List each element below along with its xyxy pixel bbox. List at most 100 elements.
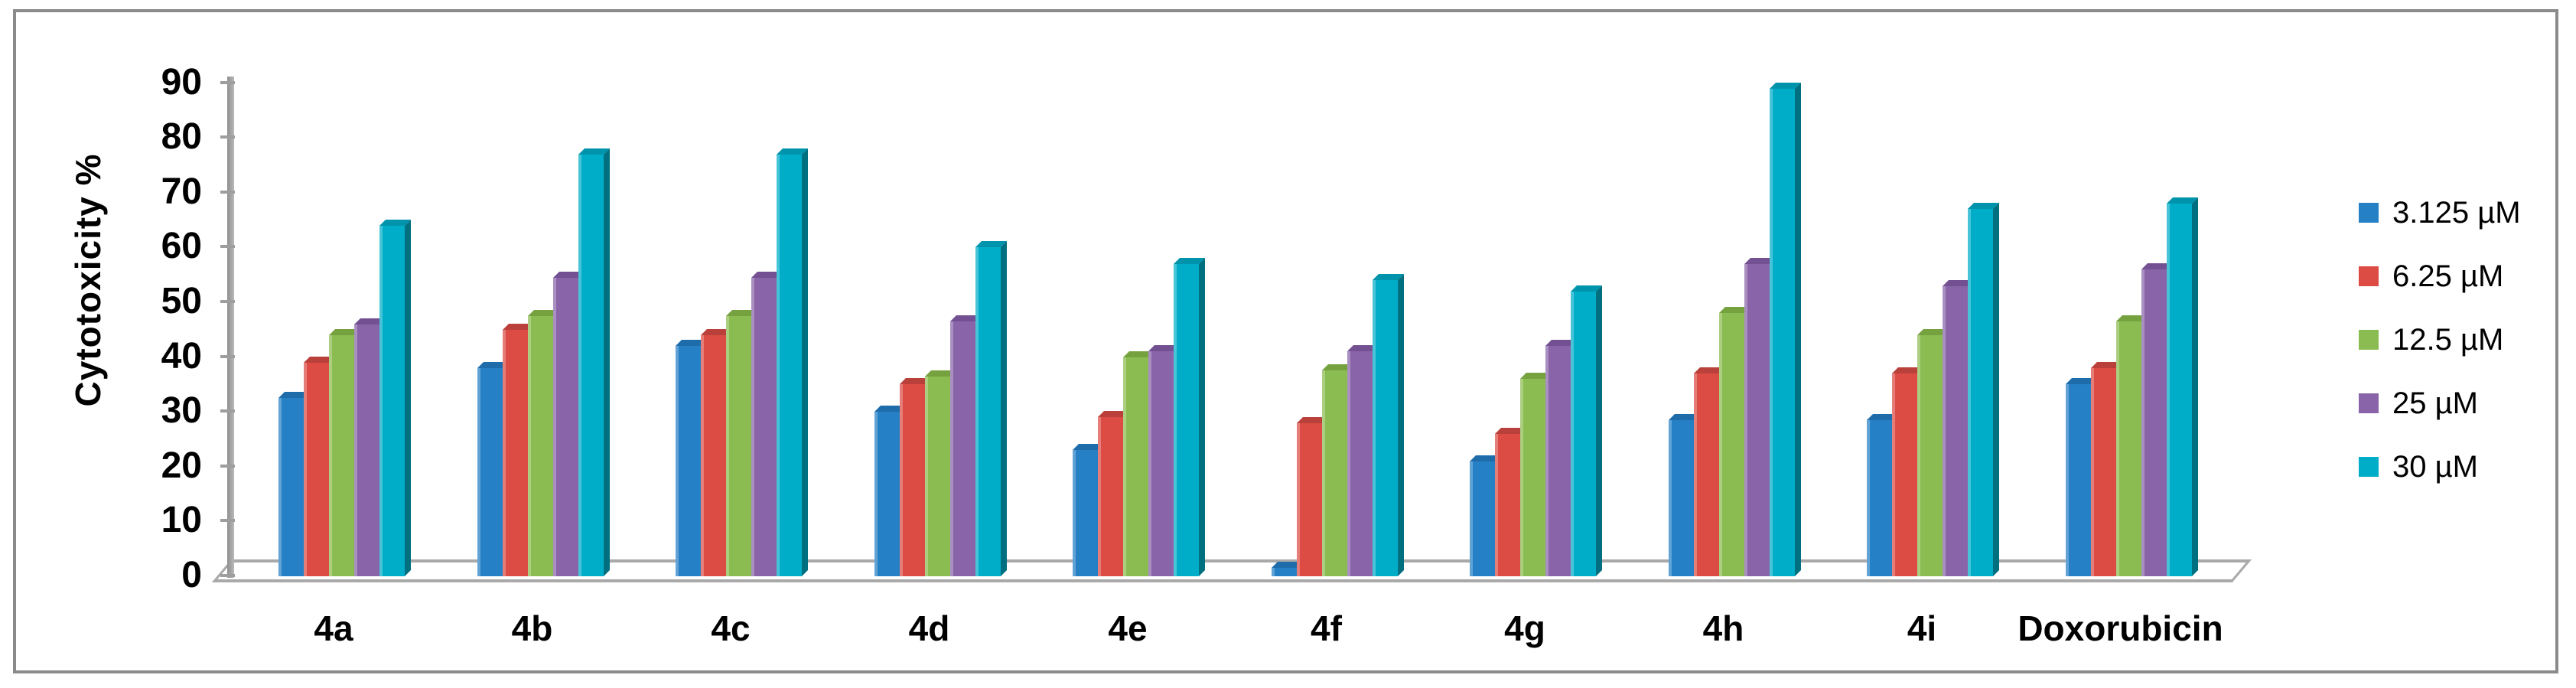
x-category-label: 4c — [711, 608, 751, 648]
bar — [949, 321, 975, 576]
y-tick-mark — [220, 519, 235, 523]
y-tick-mark — [220, 80, 235, 84]
y-tick-label: 10 — [161, 500, 202, 541]
y-tick-label: 50 — [161, 281, 202, 321]
x-category-label: 4i — [1907, 608, 1937, 648]
bar — [2166, 204, 2192, 576]
bar — [1347, 351, 1373, 576]
y-tick-label: 40 — [161, 335, 202, 377]
x-category-label: 4g — [1504, 608, 1545, 648]
bar — [502, 330, 528, 576]
bar — [1968, 209, 1993, 576]
legend-item: 3.125 µM — [2359, 196, 2521, 230]
bar — [1372, 280, 1398, 576]
legend-swatch — [2359, 393, 2379, 413]
bar — [1148, 351, 1174, 576]
y-tick-label: 60 — [161, 226, 202, 267]
bar-side-face — [1993, 203, 1999, 576]
x-category-label: 4e — [1108, 608, 1148, 648]
figure-border — [13, 9, 2558, 673]
legend-label: 25 µM — [2392, 386, 2478, 420]
legend-swatch — [2359, 203, 2379, 223]
y-tick-label: 20 — [161, 445, 202, 486]
y-axis-line — [227, 77, 234, 578]
legend-swatch — [2359, 266, 2379, 286]
bar — [304, 363, 329, 576]
legend-swatch — [2359, 457, 2379, 477]
legend-item: 12.5 µM — [2359, 323, 2521, 357]
bar — [726, 316, 751, 576]
x-category-label: 4b — [511, 608, 553, 648]
y-tick-mark — [220, 354, 235, 358]
bar — [1174, 264, 1199, 576]
legend-label: 6.25 µM — [2392, 259, 2504, 293]
legend-label: 30 µM — [2392, 449, 2478, 484]
bar — [751, 278, 777, 576]
bar — [2090, 368, 2116, 576]
bar-side-face — [405, 220, 411, 576]
y-tick-label: 80 — [161, 116, 202, 158]
bar — [874, 412, 900, 576]
bar — [1668, 420, 1694, 576]
y-tick-label: 30 — [161, 390, 202, 432]
x-category-label: 4f — [1311, 608, 1342, 648]
y-tick-mark — [220, 300, 235, 303]
bar — [975, 247, 1001, 576]
bar — [1693, 373, 1719, 576]
x-category-label: Doxorubicin — [2017, 608, 2223, 648]
legend-label: 12.5 µM — [2392, 322, 2504, 357]
bar — [527, 316, 553, 576]
x-category-label: 4d — [908, 608, 950, 648]
bar-side-face — [1596, 285, 1602, 576]
bar — [1098, 417, 1123, 576]
bar — [354, 324, 379, 576]
bar-side-face — [1397, 274, 1404, 576]
y-tick-mark — [220, 464, 235, 468]
bar-side-face — [802, 148, 808, 576]
bar — [1470, 461, 1495, 576]
bar — [701, 335, 726, 576]
bar — [1718, 313, 1744, 576]
y-tick-label: 0 — [181, 555, 202, 595]
bar — [278, 398, 304, 576]
bar — [1892, 373, 1917, 576]
bar — [1073, 450, 1098, 576]
y-tick-label: 90 — [161, 61, 202, 103]
legend: 3.125 µM 6.25 µM 12.5 µM 25 µM 30 µM — [2359, 196, 2521, 514]
legend-item: 6.25 µM — [2359, 259, 2521, 293]
bar — [379, 226, 405, 576]
bar — [1769, 89, 1795, 576]
bar-side-face — [2191, 197, 2198, 576]
bar — [1545, 346, 1571, 576]
bar — [1917, 335, 1943, 576]
bar — [2115, 321, 2141, 576]
bar — [477, 368, 503, 576]
bar — [578, 155, 604, 576]
bar — [1520, 379, 1545, 576]
bar-side-face — [1794, 83, 1801, 576]
bar — [329, 335, 354, 576]
y-tick-mark — [220, 190, 235, 194]
bar-side-face — [1199, 258, 1205, 576]
bar — [1271, 568, 1297, 576]
bar — [777, 155, 802, 576]
bar-side-face — [1000, 241, 1007, 576]
bar — [1867, 420, 1892, 576]
bar — [1571, 292, 1596, 576]
legend-swatch — [2359, 330, 2379, 350]
bar-side-face — [603, 148, 610, 576]
x-category-label: 4a — [314, 608, 353, 648]
y-tick-mark — [220, 135, 235, 139]
bar — [2141, 269, 2167, 576]
legend-item: 30 µM — [2359, 450, 2521, 484]
legend-item: 25 µM — [2359, 386, 2521, 420]
bar — [1744, 264, 1770, 576]
x-category-label: 4h — [1702, 608, 1744, 648]
bar — [1321, 370, 1347, 576]
y-tick-mark — [220, 245, 235, 249]
bar — [1123, 357, 1148, 576]
y-tick-label: 70 — [161, 171, 202, 212]
bar — [899, 384, 925, 576]
